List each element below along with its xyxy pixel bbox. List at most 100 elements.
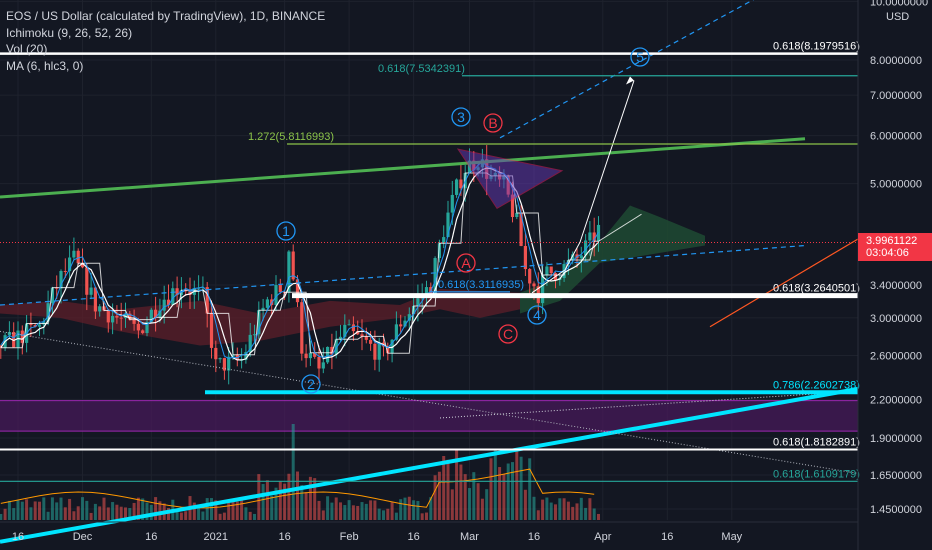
wave-circle — [527, 305, 547, 325]
volume-bar — [493, 449, 497, 520]
orange-trendline — [709, 238, 859, 328]
volume-bar — [485, 489, 489, 520]
volume-ma-line — [0, 468, 595, 509]
candle-body — [596, 224, 601, 242]
candle-body — [136, 323, 140, 331]
volume-bar — [356, 505, 360, 520]
volume-bar — [205, 498, 209, 520]
volume-bar — [25, 499, 29, 520]
volume-bar — [425, 512, 428, 520]
volume-bar — [360, 502, 364, 520]
wave-labels[interactable]: 1 2 3 4 5 A B C — [276, 47, 650, 394]
volume-bar — [68, 498, 72, 520]
time-tick-label: 2021 — [204, 531, 228, 543]
wave-circle — [451, 107, 471, 127]
candles[interactable] — [0, 145, 601, 385]
price-tick-label: 1.9000000 — [870, 433, 922, 445]
candle-body — [326, 346, 330, 363]
volume-bar — [390, 502, 394, 520]
volume-bar — [33, 501, 37, 520]
volume-bar — [584, 507, 588, 520]
volume-bar — [351, 505, 355, 520]
symbol-title[interactable]: EOS / US Dollar (calculated by TradingVi… — [6, 9, 326, 23]
ma-indicator-label[interactable]: MA (6, hlc3, 0) — [6, 58, 84, 73]
last-price-value: 3.9961122 — [866, 235, 918, 247]
chart-legend: EOS / US Dollar (calculated by TradingVi… — [6, 8, 325, 74]
volume-bar — [549, 502, 553, 520]
candle-body — [188, 291, 192, 295]
volume-bar — [154, 497, 158, 520]
candle-body — [106, 310, 110, 323]
candle-body — [93, 287, 97, 312]
candle-body — [132, 319, 136, 324]
currency-label: USD — [886, 11, 909, 23]
volume-bar — [317, 500, 321, 520]
volume-bar — [76, 506, 80, 520]
time-tick-label: 16 — [145, 531, 157, 543]
candle-body — [437, 243, 441, 259]
projection-arrow — [531, 80, 635, 294]
volume-bar — [63, 507, 67, 520]
time-tick-label: Feb — [340, 531, 359, 543]
candle-body — [231, 354, 235, 357]
wave-circle — [301, 374, 321, 394]
volume-bar — [562, 498, 566, 520]
candle-body — [450, 194, 454, 213]
volume-bar — [532, 496, 536, 520]
drawings[interactable] — [0, 0, 859, 544]
volume-bar — [300, 484, 304, 520]
blue-dashed-upper — [499, 0, 755, 139]
volume-bar — [158, 501, 162, 520]
triangle-pattern — [456, 148, 564, 210]
candle-body — [541, 274, 545, 304]
volume-bar — [253, 513, 256, 520]
candle-body — [29, 323, 33, 326]
wave-circle — [276, 221, 296, 241]
candle-body — [351, 324, 355, 332]
time-tick-label: Apr — [594, 531, 611, 543]
wave-label: B — [488, 115, 497, 131]
volume-bar — [248, 511, 252, 520]
candle-body — [287, 251, 291, 293]
candle-body — [59, 271, 63, 289]
volume-bar — [498, 467, 502, 520]
ichimoku-indicator-label[interactable]: Ichimoku (9, 26, 52, 26) — [6, 25, 133, 40]
candle-body — [244, 352, 248, 360]
candle-body — [145, 321, 149, 334]
time-tick-label: 16 — [12, 531, 24, 543]
volume-bar — [450, 489, 454, 520]
fib-label: 0.786(2.2602738) — [773, 379, 860, 391]
volume-bar — [592, 508, 596, 520]
candle-body — [175, 288, 179, 296]
candle-body — [566, 260, 570, 264]
volume-bar — [373, 500, 377, 520]
volume-bar — [145, 502, 149, 520]
price-tick-label: 2.2000000 — [870, 394, 922, 406]
price-tick-label: 1.6500000 — [870, 470, 922, 482]
candle-body — [76, 250, 80, 264]
volume-bar — [179, 512, 183, 520]
volume-bar — [433, 475, 437, 520]
candle-body — [515, 212, 519, 218]
volume-bar — [313, 478, 317, 520]
candle-body — [442, 237, 446, 244]
volume-bar — [175, 512, 179, 520]
time-axis[interactable]: 16 Dec 16 2021 16 Feb 16 Mar 16 Apr 16 May — [0, 521, 858, 543]
volume-indicator-label[interactable]: Vol (20) — [6, 42, 48, 56]
volume-bar — [528, 458, 532, 520]
candle-body — [227, 356, 231, 371]
candle-body — [433, 258, 437, 295]
volume-bar — [308, 476, 312, 520]
candle-body — [308, 352, 312, 359]
volume-bar — [132, 502, 136, 520]
price-axis[interactable]: 10.0000000 8.0000000 7.0000000 6.0000000 5.0… — [857, 0, 928, 550]
volume-bar — [192, 502, 196, 520]
volume-bar — [291, 424, 295, 520]
volume-bar — [222, 512, 226, 520]
candle-body — [20, 330, 24, 343]
volume-bar — [38, 501, 41, 520]
price-tick-label: 1.4500000 — [870, 504, 922, 516]
zones — [0, 400, 858, 432]
volume-bar — [459, 464, 463, 520]
